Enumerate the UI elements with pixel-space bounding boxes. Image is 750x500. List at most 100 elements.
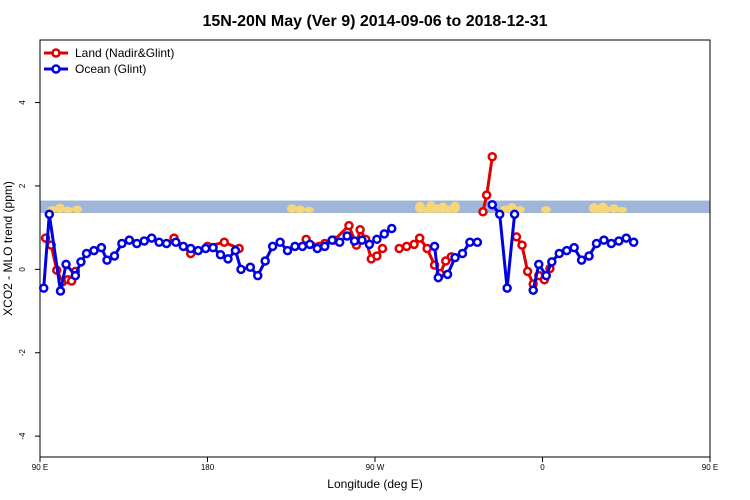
legend-marker	[51, 64, 61, 74]
axes: 90 E 180 90 W 0 90 E -4 -2 0 2 4	[18, 39, 718, 472]
data-point	[200, 243, 211, 254]
y-tick-label: -2	[18, 349, 27, 357]
series-line	[491, 203, 517, 290]
x-tick-label: 90 E	[702, 463, 718, 472]
land-mark	[617, 206, 627, 214]
data-point	[487, 152, 497, 162]
data-point	[591, 238, 602, 249]
data-point	[528, 285, 538, 295]
x-tick-label: 90 E	[32, 463, 48, 472]
data-point	[487, 199, 497, 210]
data-point	[305, 239, 315, 250]
y-tick-label: -4	[18, 432, 27, 440]
data-point	[414, 233, 425, 243]
data-point	[327, 235, 337, 245]
data-point	[124, 235, 135, 245]
land-mark	[609, 204, 619, 214]
data-point	[275, 237, 285, 247]
data-point	[219, 237, 229, 247]
data-point	[547, 257, 557, 267]
data-point	[534, 259, 544, 270]
data-point	[117, 238, 127, 249]
data-point	[494, 209, 505, 220]
land-mark	[72, 205, 82, 214]
land-mark	[450, 201, 460, 214]
legend-label: Land (Nadir&Glint)	[75, 46, 174, 60]
data-point	[450, 252, 460, 263]
data-point	[472, 237, 483, 247]
data-point	[372, 234, 382, 245]
data-point	[522, 266, 533, 277]
y-tick-label: 2	[18, 183, 27, 188]
legend: Land (Nadir&Glint) Ocean (Glint)	[44, 46, 174, 76]
data-point	[267, 241, 278, 252]
data-point	[76, 257, 86, 267]
data-point	[236, 264, 246, 275]
y-tick-label: 4	[18, 100, 27, 105]
data-point	[282, 245, 293, 256]
data-point	[422, 243, 432, 254]
data-point	[357, 235, 367, 245]
data-point	[89, 245, 99, 256]
data-point	[344, 220, 354, 231]
data-point	[509, 209, 520, 220]
land-ocean-band	[40, 200, 710, 214]
land-mark	[63, 206, 73, 214]
data-point	[245, 262, 256, 273]
data-point	[161, 238, 172, 249]
data-point	[215, 250, 226, 260]
data-point	[230, 245, 241, 256]
x-tick-label: 0	[540, 463, 545, 472]
data-point	[81, 248, 92, 259]
data-point	[55, 286, 66, 296]
series-land	[40, 152, 555, 289]
data-point	[614, 236, 624, 246]
data-point	[481, 190, 492, 200]
data-point	[297, 241, 308, 252]
legend-label: Ocean (Glint)	[75, 62, 146, 76]
data-point	[260, 256, 270, 266]
series-ocean	[38, 199, 639, 296]
data-point	[394, 243, 404, 254]
data-point	[223, 254, 233, 264]
data-point	[599, 235, 609, 245]
data-point	[465, 237, 475, 247]
data-point	[502, 283, 512, 293]
data-point	[208, 242, 218, 253]
land-mark	[55, 203, 65, 214]
data-point	[433, 272, 444, 283]
data-point	[102, 255, 112, 265]
data-point	[355, 224, 365, 235]
legend-marker	[51, 48, 61, 58]
data-point	[621, 233, 631, 243]
data-point	[334, 237, 345, 247]
land-mark	[287, 204, 297, 214]
data-point	[409, 239, 419, 250]
x-tick-label: 90 W	[366, 463, 385, 472]
data-point	[387, 223, 397, 234]
data-point	[146, 233, 157, 243]
data-point	[478, 207, 488, 217]
data-point	[186, 243, 196, 254]
data-point	[290, 241, 300, 252]
data-point	[342, 231, 352, 241]
land-mark	[541, 206, 551, 214]
chart-title: 15N-20N May (Ver 9) 2014-09-06 to 2018-1…	[202, 13, 547, 30]
data-point	[606, 238, 617, 249]
legend-items: Land (Nadir&Glint) Ocean (Glint)	[44, 46, 174, 76]
x-axis-label: Longitude (deg E)	[327, 477, 422, 491]
data-point	[139, 236, 149, 246]
y-axis-label: XCO2 - MLO trend (ppm)	[1, 181, 15, 316]
data-point	[584, 251, 594, 261]
data-point	[429, 241, 440, 252]
land-mark	[304, 206, 314, 214]
series-layer	[38, 152, 639, 296]
data-point	[171, 237, 181, 247]
data-point	[517, 240, 527, 250]
data-point	[561, 245, 572, 256]
data-point	[178, 241, 189, 252]
data-point	[44, 209, 55, 220]
data-point	[193, 245, 203, 256]
land-mark	[295, 205, 305, 214]
